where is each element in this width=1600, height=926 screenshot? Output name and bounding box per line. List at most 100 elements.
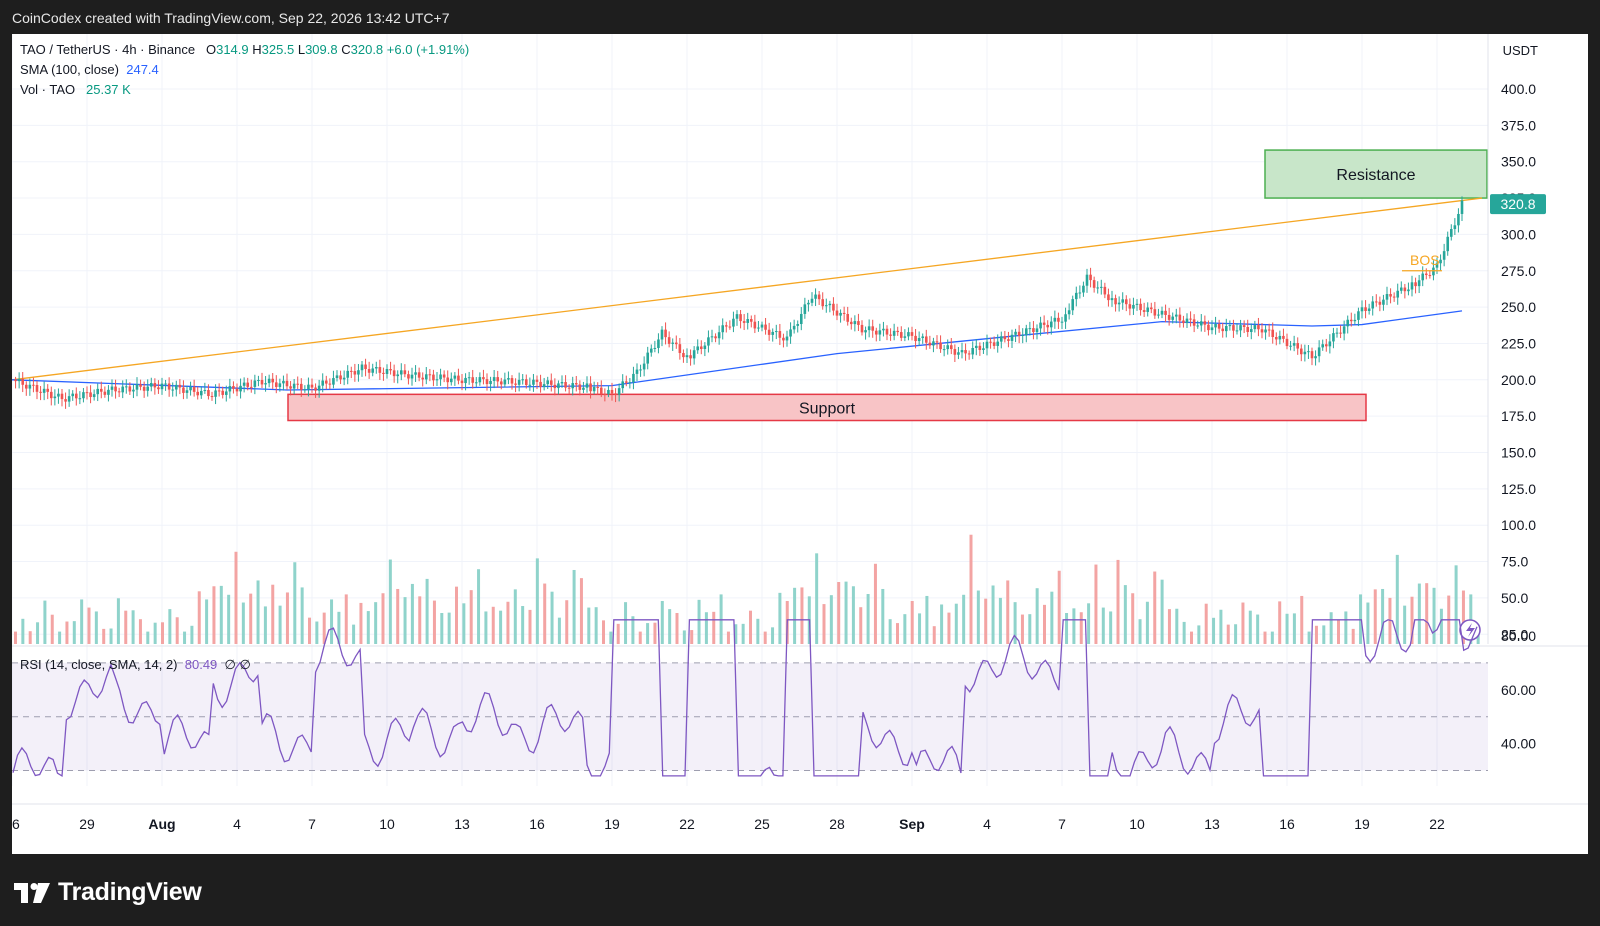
- chart-panel[interactable]: Resistance Support BOS USDT 400.0 375.0 350.0 3…: [4, 34, 1588, 854]
- chart-svg[interactable]: Resistance Support BOS USDT 400.0 375.0 350.0 3…: [4, 34, 1588, 854]
- legend-sma-row[interactable]: SMA (100, close) 247.4: [20, 62, 159, 77]
- candle-body: [460, 380, 464, 384]
- candle-body: [1446, 236, 1450, 252]
- legend-rsi-row[interactable]: RSI (14, close, SMA, 14, 2) 80.49 ∅ ∅: [20, 657, 251, 673]
- candle-body: [107, 389, 110, 395]
- candle-body: [214, 390, 217, 397]
- candle-body: [1317, 347, 1321, 357]
- volume-bar: [1219, 609, 1223, 644]
- tradingview-brand[interactable]: TradingView: [14, 878, 202, 907]
- candle-body: [289, 386, 292, 389]
- candle-body: [1274, 337, 1278, 340]
- candle-body: [517, 379, 521, 385]
- candle-body: [21, 378, 25, 385]
- candle-body: [739, 314, 742, 322]
- candle-body: [1082, 285, 1085, 293]
- price-tick-label: 350.0: [1501, 154, 1536, 170]
- volume-bar: [1432, 587, 1436, 644]
- candle-body: [942, 349, 946, 351]
- volume-bar: [734, 624, 738, 644]
- volume-bar: [1028, 614, 1032, 644]
- candle-body: [1174, 314, 1178, 317]
- volume-bar: [624, 602, 628, 644]
- candle-body: [1332, 333, 1335, 342]
- time-tick-label: 10: [379, 816, 395, 832]
- candle-body: [1260, 329, 1264, 333]
- candle-body: [710, 336, 714, 338]
- candle-body: [167, 383, 171, 390]
- last-price-label: 320.8: [1500, 196, 1535, 212]
- volume-bar: [881, 588, 885, 644]
- candle-body: [239, 385, 242, 392]
- volume-bar: [1469, 594, 1473, 644]
- candle-body: [1249, 329, 1253, 333]
- candle-body: [71, 393, 75, 397]
- volume-bar: [1175, 608, 1179, 644]
- candle-body: [539, 381, 542, 388]
- candle-body: [810, 298, 814, 303]
- volume-bar: [183, 631, 187, 644]
- candle-body: [1285, 338, 1289, 347]
- candle-body: [1432, 267, 1435, 276]
- candle-body: [832, 303, 835, 311]
- candle-body: [789, 329, 792, 337]
- candle-body: [857, 321, 860, 325]
- volume-bar: [1197, 625, 1201, 644]
- legend-change: +6.0 (+1.91%): [386, 42, 470, 57]
- candle-body: [882, 328, 885, 331]
- candle-body: [89, 392, 92, 398]
- candle-body: [1157, 314, 1160, 316]
- volume-bar: [653, 622, 657, 644]
- candle-body: [317, 385, 321, 391]
- candle-body: [1167, 314, 1171, 320]
- candle-body: [128, 386, 132, 392]
- candle-body: [1010, 334, 1014, 341]
- candle-body: [203, 390, 207, 392]
- candle-body: [274, 382, 278, 387]
- candle-body: [999, 336, 1003, 342]
- volume-bar: [631, 616, 635, 644]
- volume-bar: [712, 611, 716, 644]
- candle-body: [146, 386, 150, 391]
- candle-body: [1139, 303, 1142, 311]
- candle-body: [221, 390, 225, 395]
- candle-body: [1228, 325, 1232, 327]
- candle-body: [1278, 335, 1282, 340]
- volume-bar: [1454, 565, 1458, 644]
- candle-body: [417, 372, 421, 378]
- candle-body: [828, 303, 832, 306]
- candle-body: [496, 377, 500, 382]
- candle-body: [1014, 331, 1017, 335]
- candle-body: [582, 387, 585, 390]
- volume-bar: [1381, 588, 1385, 644]
- candle-body: [946, 345, 950, 350]
- volume-bar: [131, 610, 135, 644]
- legend-vol-row[interactable]: Vol · TAO 25.37 K: [20, 82, 131, 97]
- candle-body: [1060, 321, 1064, 323]
- candle-body: [246, 382, 250, 387]
- candle-body: [1346, 319, 1350, 327]
- legend-l-value: 309.8: [305, 42, 338, 57]
- candle-body: [589, 383, 592, 392]
- volume-bar: [94, 611, 98, 644]
- candle-body: [1096, 287, 1100, 289]
- candle-body: [778, 331, 782, 338]
- volume-bar: [557, 617, 561, 644]
- volume-bar: [374, 602, 378, 644]
- candle-body: [467, 377, 471, 379]
- candle-body: [271, 378, 275, 383]
- volume-bar: [322, 612, 326, 644]
- candle-body: [285, 380, 289, 387]
- candle-body: [39, 391, 42, 393]
- candle-body: [382, 372, 385, 374]
- candle-body: [982, 348, 985, 351]
- candle-body: [96, 388, 100, 395]
- candle-body: [867, 326, 871, 331]
- candle-body: [328, 383, 332, 385]
- volume-bar: [241, 602, 245, 644]
- candle-body: [532, 379, 535, 385]
- candle-body: [364, 364, 367, 370]
- volume-bar: [440, 613, 444, 644]
- legend-o-value: 314.9: [216, 42, 249, 57]
- candle-body: [1128, 304, 1132, 309]
